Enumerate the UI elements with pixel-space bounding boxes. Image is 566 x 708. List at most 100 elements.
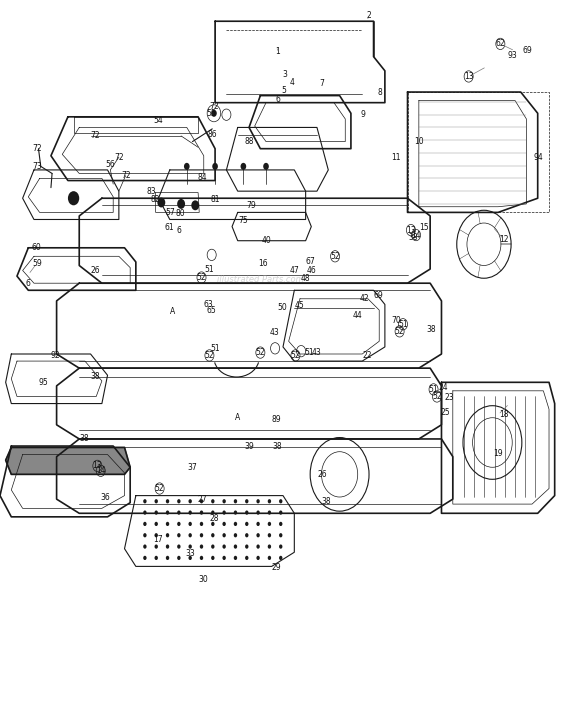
Text: 82: 82 — [151, 195, 160, 204]
Circle shape — [211, 510, 215, 515]
Circle shape — [268, 533, 271, 537]
Text: 86: 86 — [207, 130, 217, 139]
Circle shape — [234, 522, 237, 526]
Text: 42: 42 — [359, 295, 370, 303]
Text: 52: 52 — [204, 351, 215, 360]
Circle shape — [222, 533, 226, 537]
Circle shape — [211, 110, 217, 117]
Text: 52: 52 — [196, 273, 207, 282]
Circle shape — [155, 499, 158, 503]
Circle shape — [245, 522, 248, 526]
Text: 95: 95 — [38, 378, 48, 387]
Text: 13: 13 — [406, 226, 416, 234]
Circle shape — [279, 556, 282, 560]
Text: 48: 48 — [301, 275, 311, 283]
Text: 72: 72 — [90, 132, 100, 140]
Text: 51: 51 — [210, 344, 220, 353]
Circle shape — [155, 510, 158, 515]
Circle shape — [166, 499, 169, 503]
Text: 54: 54 — [153, 116, 164, 125]
Text: 25: 25 — [440, 408, 450, 416]
Circle shape — [166, 510, 169, 515]
Text: 43: 43 — [269, 329, 280, 337]
Text: 55: 55 — [207, 109, 217, 118]
Text: 94: 94 — [534, 153, 544, 161]
Text: 65: 65 — [207, 306, 217, 314]
Circle shape — [256, 544, 260, 549]
Circle shape — [268, 510, 271, 515]
Text: 72: 72 — [32, 144, 42, 153]
Circle shape — [155, 522, 158, 526]
Circle shape — [177, 556, 181, 560]
Text: 84: 84 — [198, 173, 208, 181]
Circle shape — [143, 556, 147, 560]
Text: 69: 69 — [373, 292, 383, 300]
Text: 52: 52 — [290, 351, 301, 360]
Circle shape — [268, 544, 271, 549]
Circle shape — [211, 533, 215, 537]
Circle shape — [268, 522, 271, 526]
Circle shape — [166, 556, 169, 560]
Text: 45: 45 — [295, 302, 305, 310]
Circle shape — [188, 499, 192, 503]
Text: 47: 47 — [289, 266, 299, 275]
Text: 38: 38 — [272, 442, 282, 450]
Text: 6: 6 — [177, 226, 181, 234]
Text: 89: 89 — [271, 415, 281, 423]
Text: 79: 79 — [246, 201, 256, 210]
Text: 26: 26 — [318, 470, 328, 479]
Circle shape — [211, 544, 215, 549]
Text: 59: 59 — [32, 259, 42, 268]
Text: A: A — [169, 307, 175, 316]
Circle shape — [200, 533, 203, 537]
Text: 92: 92 — [50, 351, 61, 360]
Circle shape — [211, 499, 215, 503]
Text: 61: 61 — [165, 224, 175, 232]
Circle shape — [234, 533, 237, 537]
Circle shape — [143, 533, 147, 537]
Polygon shape — [6, 447, 130, 474]
Text: 38: 38 — [426, 325, 436, 333]
Circle shape — [155, 544, 158, 549]
Text: 50: 50 — [277, 304, 287, 312]
Circle shape — [177, 522, 181, 526]
Text: 24: 24 — [439, 384, 449, 392]
Circle shape — [157, 198, 165, 207]
Circle shape — [279, 510, 282, 515]
Text: illustrated Parts.com: illustrated Parts.com — [217, 275, 304, 284]
Circle shape — [234, 499, 237, 503]
Text: 37: 37 — [187, 463, 198, 472]
Text: 7: 7 — [319, 79, 324, 88]
Text: 30: 30 — [199, 575, 209, 583]
Text: 83: 83 — [147, 187, 157, 195]
Text: 44: 44 — [353, 311, 363, 319]
Text: 17: 17 — [153, 535, 164, 544]
Circle shape — [279, 533, 282, 537]
Text: 72: 72 — [114, 153, 124, 161]
Text: 29: 29 — [271, 564, 281, 572]
Circle shape — [155, 533, 158, 537]
Circle shape — [188, 522, 192, 526]
Text: 75: 75 — [238, 217, 248, 225]
Text: 52: 52 — [395, 327, 405, 336]
Text: 6: 6 — [26, 279, 31, 287]
Circle shape — [268, 499, 271, 503]
Text: 13: 13 — [464, 72, 474, 81]
Circle shape — [245, 556, 248, 560]
Text: A: A — [235, 413, 241, 422]
Text: 57: 57 — [165, 208, 175, 217]
Text: 52: 52 — [432, 392, 442, 401]
Text: 11: 11 — [392, 153, 401, 161]
Text: 43: 43 — [312, 348, 322, 357]
Circle shape — [177, 533, 181, 537]
Text: 16: 16 — [258, 259, 268, 268]
Text: 60: 60 — [32, 244, 42, 252]
Text: 8: 8 — [378, 88, 383, 96]
Text: 28: 28 — [209, 514, 218, 523]
Circle shape — [268, 556, 271, 560]
Text: 36: 36 — [100, 493, 110, 501]
Text: 38: 38 — [321, 497, 331, 506]
Circle shape — [166, 522, 169, 526]
Text: 19: 19 — [493, 449, 503, 457]
Circle shape — [234, 544, 237, 549]
